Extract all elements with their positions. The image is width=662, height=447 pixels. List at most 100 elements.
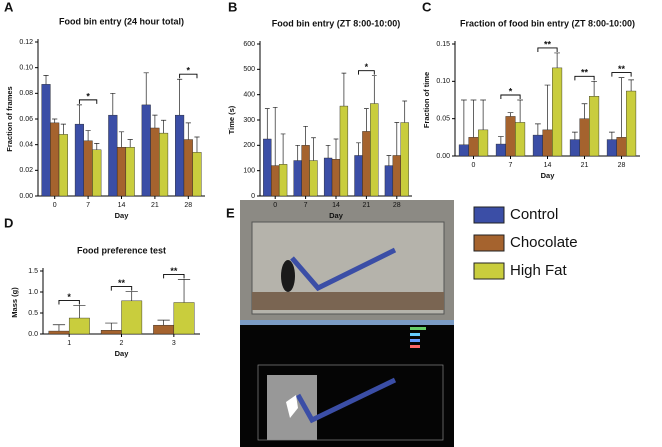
bar [41,84,51,197]
bar [68,317,90,335]
y-tick-label: 0.02 [19,167,33,174]
error-bar [386,155,392,166]
significance-bracket [110,286,133,291]
significance-label: ** [170,266,178,276]
error-bar [52,324,66,332]
chart-title: Food bin entry (ZT 8:00-10:00) [272,18,401,28]
legend-swatch [473,262,505,280]
x-tick-label: 28 [393,202,401,209]
bar [532,134,543,157]
error-bar [356,142,361,156]
bar [569,139,580,157]
chart: Fraction of food bin entry (ZT 8:00-10:0… [422,18,640,180]
x-axis-label: Day [329,211,344,220]
error-bar [371,75,377,104]
bar [83,140,93,197]
panel-label: E [226,205,235,220]
error-bar [402,100,408,123]
x-axis-label: Day [541,171,556,180]
bar [301,145,310,197]
x-tick-label: 7 [509,162,513,169]
panel-label: C [422,0,432,14]
legend-swatch [473,234,505,252]
significance-label: ** [544,39,552,49]
x-tick-label: 21 [363,202,371,209]
bar [100,330,122,335]
error-bar [544,84,551,130]
bar [331,159,341,197]
error-bar [152,114,158,128]
chart-title: Food bin entry (24 hour total) [59,16,184,26]
error-bar [60,123,66,135]
x-tick-label: 28 [618,162,626,169]
error-bar [94,143,100,150]
error-bar [581,103,588,119]
bar [116,147,127,197]
error-bar [470,99,477,138]
y-axis-label: Fraction of time [422,72,431,128]
bar [271,165,280,197]
error-bar [52,118,58,123]
readout [410,327,426,330]
bar [183,139,193,197]
significance-bracket [179,73,198,79]
window-bar [240,320,454,325]
bar [141,104,151,197]
x-axis-label: Day [115,349,130,358]
y-tick-label: 300 [243,117,255,124]
bar [293,160,302,197]
legend-label: Chocolate [510,234,578,251]
y-tick-label: 0.10 [19,65,33,72]
bar [150,127,160,197]
significance-bracket [611,72,632,77]
error-bar [333,138,339,160]
readout [410,339,420,342]
x-tick-label: 0 [53,202,57,209]
y-tick-label: 100 [243,168,255,175]
significance-bracket [163,273,185,279]
error-bar [143,72,149,105]
error-bar [177,78,183,116]
y-tick-label: 200 [243,142,255,149]
error-bar [554,52,561,68]
bedding [252,292,444,310]
significance-bracket [500,94,521,99]
chart: Food bin entry (24 hour total) 0.00 0.02 0.… [5,16,205,220]
error-bar [608,131,615,140]
bar [125,147,135,197]
bar [616,137,627,157]
x-tick-label: 0 [472,162,476,169]
y-tick-label: 0.00 [436,153,450,160]
error-bar [325,144,331,158]
readout [410,333,420,336]
error-bar [194,136,200,153]
y-tick-label: 0.5 [28,310,38,317]
bar [606,139,617,157]
bar [542,129,553,157]
bar [175,114,185,197]
error-bar [177,279,191,303]
error-bar [157,319,170,326]
significance-label: * [187,66,191,76]
error-bar [394,122,400,156]
chart-title: Food preference test [77,245,166,255]
y-axis-label: Mass (g) [10,287,19,318]
panel-label: B [228,0,237,14]
x-tick-label: 21 [581,162,589,169]
y-tick-label: 0.0 [28,331,38,338]
significance-label: * [67,292,71,302]
bar [400,122,409,197]
significance-bracket [58,299,80,305]
error-bar [480,99,487,130]
panel-label: A [4,0,14,14]
y-tick-label: 0.04 [19,142,33,149]
bar [323,157,333,197]
significance-label: ** [118,278,126,288]
panel-label: D [4,215,13,230]
bar [173,302,195,335]
y-tick-label: 0.06 [19,116,33,123]
error-bar [571,131,578,140]
bar [108,114,118,197]
error-bar [618,77,625,138]
